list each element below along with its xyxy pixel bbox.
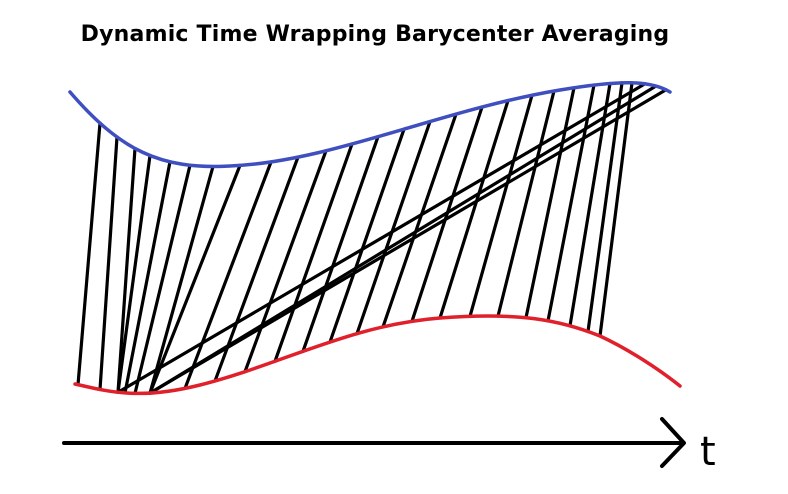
- alignment-line: [568, 81, 612, 328]
- diagram-title: Dynamic Time Wrapping Barycenter Averagi…: [80, 22, 670, 47]
- upper-series-curve: [68, 80, 672, 169]
- time-axis: t: [62, 417, 716, 475]
- alignment-line: [133, 163, 192, 395]
- lower-series-curve: [73, 314, 682, 396]
- alignment-line: [98, 135, 119, 392]
- alignment-line: [148, 163, 242, 395]
- alignment-line: [328, 127, 406, 344]
- alignment-line: [381, 112, 458, 329]
- alignment-line: [148, 88, 668, 395]
- alignment-line: [301, 135, 380, 353]
- alignment-line: [76, 121, 102, 387]
- alignment-line: [183, 160, 273, 390]
- time-axis-arrowhead: [660, 417, 686, 468]
- alignment-line: [496, 89, 556, 318]
- alignment-line: [116, 146, 137, 394]
- alignment-line: [116, 153, 152, 394]
- time-axis-label: t: [700, 429, 716, 475]
- alignment-line: [243, 149, 328, 374]
- alignment-line: [438, 98, 510, 320]
- alignment-line: [116, 82, 647, 394]
- alignment-line: [546, 83, 596, 323]
- alignment-line: [273, 142, 354, 363]
- alignment-line: [586, 81, 624, 334]
- alignment-line: [148, 164, 215, 395]
- alignment-line: [468, 93, 534, 318]
- alignment-lines: [76, 81, 668, 395]
- alignment-line: [524, 86, 576, 320]
- alignment-line: [123, 160, 172, 395]
- alignment-line: [598, 81, 634, 338]
- alignment-line: [355, 119, 432, 336]
